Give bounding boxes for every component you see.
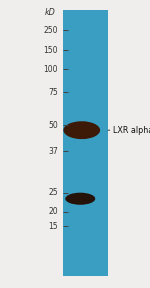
Text: 37: 37 xyxy=(48,147,58,156)
FancyBboxPatch shape xyxy=(63,10,108,276)
Text: kD: kD xyxy=(45,8,56,18)
Text: 50: 50 xyxy=(48,121,58,130)
Text: 20: 20 xyxy=(48,207,58,216)
Text: 250: 250 xyxy=(43,26,58,35)
Text: 75: 75 xyxy=(48,88,58,97)
Text: 25: 25 xyxy=(48,188,58,198)
Text: 150: 150 xyxy=(43,46,58,55)
Text: LXR alpha: LXR alpha xyxy=(113,126,150,135)
Ellipse shape xyxy=(63,121,100,139)
Ellipse shape xyxy=(65,193,95,205)
Text: 15: 15 xyxy=(48,221,58,231)
Text: 100: 100 xyxy=(43,65,58,74)
